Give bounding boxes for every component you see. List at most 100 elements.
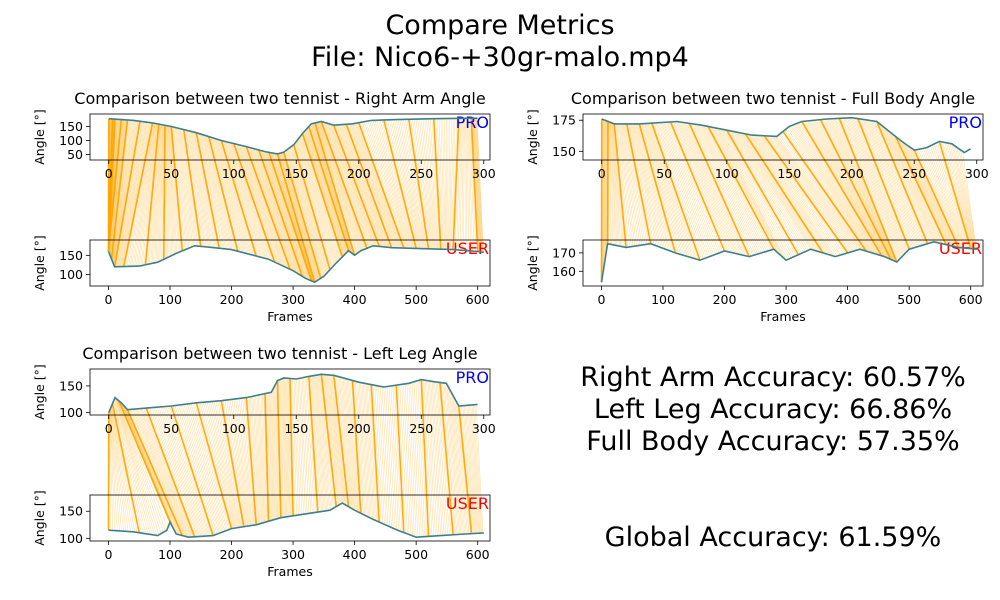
alignment-link	[806, 120, 885, 257]
alignment-link	[424, 118, 437, 250]
alignment-link	[181, 129, 199, 247]
figure-title: Compare Metrics	[385, 10, 614, 41]
alignment-link	[353, 123, 399, 249]
alignment-link	[109, 409, 120, 531]
alignment-link	[325, 374, 341, 505]
pro-axes-xtick-label: 150	[777, 166, 801, 181]
alignment-link	[721, 128, 792, 259]
alignment-link	[294, 143, 333, 268]
alignment-link	[413, 381, 422, 537]
alignment-link	[888, 130, 940, 244]
alignment-link	[733, 131, 808, 251]
pro-series-line	[108, 373, 478, 413]
alignment-link	[669, 121, 726, 252]
alignment-link	[690, 123, 752, 257]
alignment-link	[125, 407, 180, 536]
alignment-link	[154, 407, 202, 537]
user-axes-xtick-label: 400	[836, 292, 860, 307]
alignment-link	[901, 141, 951, 246]
alignment-link	[794, 123, 877, 255]
user-axes-ytick-label: 100	[59, 267, 83, 282]
alignment-link	[765, 135, 850, 253]
alignment-link	[169, 126, 178, 254]
alignment-link	[139, 408, 191, 538]
alignment-link	[431, 381, 443, 536]
alignment-link	[688, 122, 750, 257]
alignment-link	[178, 128, 194, 247]
alignment-link	[388, 386, 398, 530]
alignment-link	[392, 119, 421, 249]
alignment-link	[284, 151, 322, 278]
alignment-link	[302, 132, 343, 257]
alignment-link	[128, 409, 184, 536]
alignment-link	[316, 374, 330, 511]
alignment-link	[776, 136, 860, 250]
alignment-link	[213, 138, 246, 254]
alignment-link	[947, 143, 974, 249]
alignment-link	[125, 122, 154, 267]
user-axes-series-label: USER	[939, 239, 982, 258]
right-arm-accuracy: Right Arm Accuracy: 60.57%	[580, 362, 966, 393]
alignment-link	[245, 146, 291, 270]
alignment-link	[731, 131, 806, 252]
user-series-line	[107, 244, 484, 284]
alignment-link	[301, 377, 310, 514]
alignment-link	[110, 119, 127, 258]
alignment-link	[160, 125, 165, 261]
alignment-link	[243, 145, 287, 268]
alignment-link	[344, 378, 356, 511]
alignment-link	[885, 128, 938, 243]
pro-axes-xtick-label: 150	[284, 421, 308, 436]
alignment-link	[304, 130, 345, 255]
alignment-link	[170, 126, 184, 251]
alignment-link	[750, 134, 831, 256]
alignment-link	[726, 129, 800, 256]
alignment-link	[322, 374, 339, 506]
alignment-link	[379, 386, 389, 526]
alignment-link	[439, 382, 454, 535]
alignment-link	[149, 124, 161, 265]
alignment-link	[378, 120, 414, 249]
alignment-link	[354, 381, 364, 515]
alignment-link	[383, 119, 417, 249]
alignment-link	[433, 381, 445, 536]
alignment-link	[109, 409, 118, 531]
alignment-link	[292, 145, 330, 271]
alignment-link	[859, 118, 911, 249]
alignment-link	[259, 150, 304, 277]
alignment-link	[287, 148, 325, 276]
alignment-link	[281, 152, 320, 280]
alignment-link	[634, 123, 667, 250]
alignment-link	[784, 130, 868, 252]
alignment-link	[680, 121, 739, 255]
alignment-link	[223, 141, 261, 258]
alignment-link	[410, 382, 419, 538]
alignment-link	[428, 118, 439, 250]
alignment-link	[150, 124, 161, 264]
alignment-link	[449, 118, 452, 250]
alignment-link	[118, 400, 169, 529]
alignment-link	[112, 120, 132, 262]
alignment-link	[325, 122, 372, 247]
alignment-link	[120, 122, 149, 267]
alignment-link	[254, 148, 300, 275]
alignment-link	[743, 133, 822, 253]
pro-axes-series-label: PRO	[456, 113, 489, 132]
alignment-link	[220, 400, 245, 527]
chart-title: Comparison between two tennist - Left Le…	[82, 344, 477, 363]
pro-axes-xtick-label: 100	[222, 166, 246, 181]
alignment-link	[238, 144, 282, 266]
alignment-link	[110, 407, 127, 532]
alignment-link	[341, 124, 388, 248]
user-axes-xtick-label: 600	[466, 547, 490, 562]
alignment-link	[768, 135, 852, 252]
alignment-link	[304, 130, 346, 255]
alignment-link	[316, 122, 358, 254]
alignment-link	[642, 123, 683, 256]
user-axes-ytick-label: 150	[59, 248, 83, 263]
alignment-link	[851, 117, 906, 254]
alignment-link	[340, 124, 387, 248]
alignment-link	[751, 135, 833, 256]
alignment-link	[284, 151, 323, 278]
alignment-link	[245, 397, 257, 525]
